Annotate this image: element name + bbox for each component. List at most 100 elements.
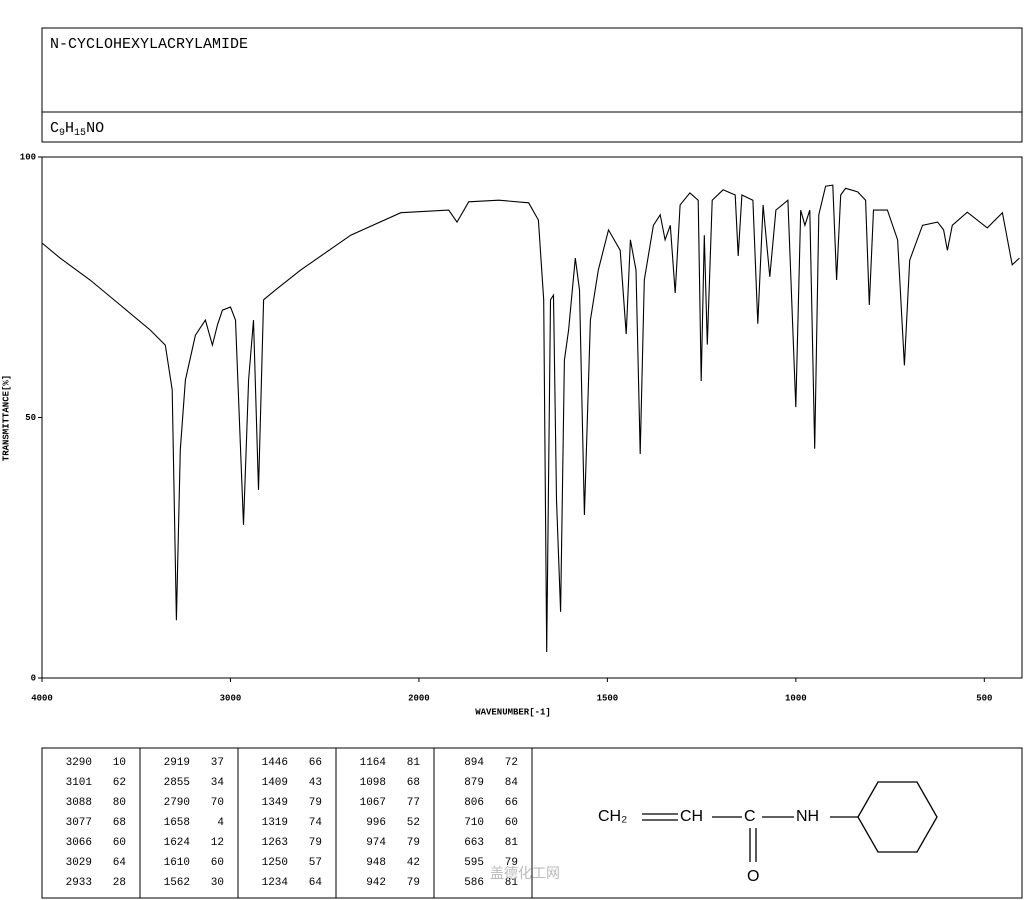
peak-wavenumber: 595 [464,857,484,869]
peak-wavenumber: 586 [464,877,484,889]
peak-transmittance: 43 [309,777,322,789]
peak-wavenumber: 1250 [262,857,288,869]
peak-wavenumber: 942 [366,877,386,889]
peak-transmittance: 62 [113,777,126,789]
peak-transmittance: 28 [113,877,126,889]
cyclohexane-ring [857,781,938,853]
spectrum-line [41,184,1020,653]
peak-transmittance: 77 [407,797,420,809]
peak-transmittance: 74 [309,817,323,829]
y-tick-label: 100 [20,152,36,162]
peak-wavenumber: 3077 [66,817,92,829]
peak-transmittance: 12 [211,837,224,849]
peak-wavenumber: 3290 [66,757,92,769]
peak-transmittance: 68 [113,817,126,829]
structure-group: CH₂ [598,808,627,825]
peak-wavenumber: 710 [464,817,484,829]
x-tick-label: 1500 [597,693,619,703]
peak-transmittance: 42 [407,857,420,869]
formula-subscript: 15 [74,128,86,139]
peak-wavenumber: 1164 [360,757,387,769]
plot-frame [41,156,1023,679]
peak-transmittance: 84 [505,777,519,789]
formula: C9H15NO [50,120,104,139]
peak-transmittance: 10 [113,757,126,769]
formula-symbol: NO [86,120,104,137]
peak-wavenumber: 806 [464,797,484,809]
peak-wavenumber: 1319 [262,817,288,829]
peak-wavenumber: 948 [366,857,386,869]
peak-transmittance: 60 [505,817,518,829]
peak-transmittance: 30 [211,877,224,889]
peak-transmittance: 79 [309,797,322,809]
peak-wavenumber: 1263 [262,837,288,849]
peak-wavenumber: 996 [366,817,386,829]
peak-wavenumber: 1624 [164,837,191,849]
peak-transmittance: 79 [407,837,420,849]
formula-box [41,111,1023,143]
peak-wavenumber: 894 [464,757,484,769]
peak-transmittance: 66 [309,757,322,769]
peak-transmittance: 81 [407,757,421,769]
peak-wavenumber: 2790 [164,797,190,809]
watermark: 盖德化工网 [490,866,560,882]
peak-wavenumber: 1067 [360,797,386,809]
peak-transmittance: 79 [505,857,518,869]
peak-transmittance: 68 [407,777,420,789]
x-tick-label: 4000 [31,693,53,703]
peak-transmittance: 52 [407,817,420,829]
peak-wavenumber: 1446 [262,757,288,769]
peak-wavenumber: 3066 [66,837,92,849]
y-tick-label: 50 [25,413,36,423]
peak-wavenumber: 1098 [360,777,386,789]
peak-wavenumber: 3088 [66,797,92,809]
peak-transmittance: 4 [217,817,224,829]
peak-wavenumber: 1610 [164,857,190,869]
peak-wavenumber: 1349 [262,797,288,809]
peak-wavenumber: 1409 [262,777,288,789]
peak-wavenumber: 1658 [164,817,190,829]
peak-transmittance: 79 [407,877,420,889]
formula-subscript: 9 [59,128,65,139]
peak-transmittance: 81 [505,877,519,889]
y-axis-label: TRANSMITTANCE[%] [1,375,11,461]
formula-symbol: H [65,120,74,137]
peak-wavenumber: 974 [366,837,386,849]
structure-group: C [744,808,756,825]
peak-transmittance: 72 [505,757,518,769]
compound-name: N-CYCLOHEXYLACRYLAMIDE [50,36,248,53]
formula-symbol: C [50,120,59,137]
peak-transmittance: 81 [505,837,519,849]
peak-transmittance: 80 [113,797,126,809]
peak-wavenumber: 2855 [164,777,190,789]
peak-transmittance: 64 [309,877,323,889]
peak-wavenumber: 3029 [66,857,92,869]
x-tick-label: 2000 [408,693,430,703]
x-tick-label: 500 [976,693,992,703]
peak-transmittance: 66 [505,797,518,809]
peak-wavenumber: 1234 [262,877,289,889]
peak-transmittance: 57 [309,857,322,869]
peak-transmittance: 34 [211,777,225,789]
structure-group: NH [796,808,819,825]
peak-transmittance: 70 [211,797,224,809]
peak-transmittance: 64 [113,857,127,869]
peak-transmittance: 79 [309,837,322,849]
structure-oxygen: O [747,868,759,885]
peak-wavenumber: 879 [464,777,484,789]
x-tick-label: 1000 [785,693,807,703]
peak-wavenumber: 2919 [164,757,190,769]
peak-wavenumber: 2933 [66,877,92,889]
peak-wavenumber: 3101 [66,777,93,789]
y-tick-label: 0 [31,673,36,683]
structure: CH₂ CH C NH O [598,781,938,885]
peak-wavenumber: 663 [464,837,484,849]
x-tick-label: 3000 [220,693,242,703]
peak-transmittance: 60 [211,857,224,869]
structure-group: CH [680,808,703,825]
peak-transmittance: 60 [113,837,126,849]
peak-transmittance: 37 [211,757,224,769]
peak-wavenumber: 1562 [164,877,190,889]
x-axis-label: WAVENUMBER[-1] [475,707,551,717]
